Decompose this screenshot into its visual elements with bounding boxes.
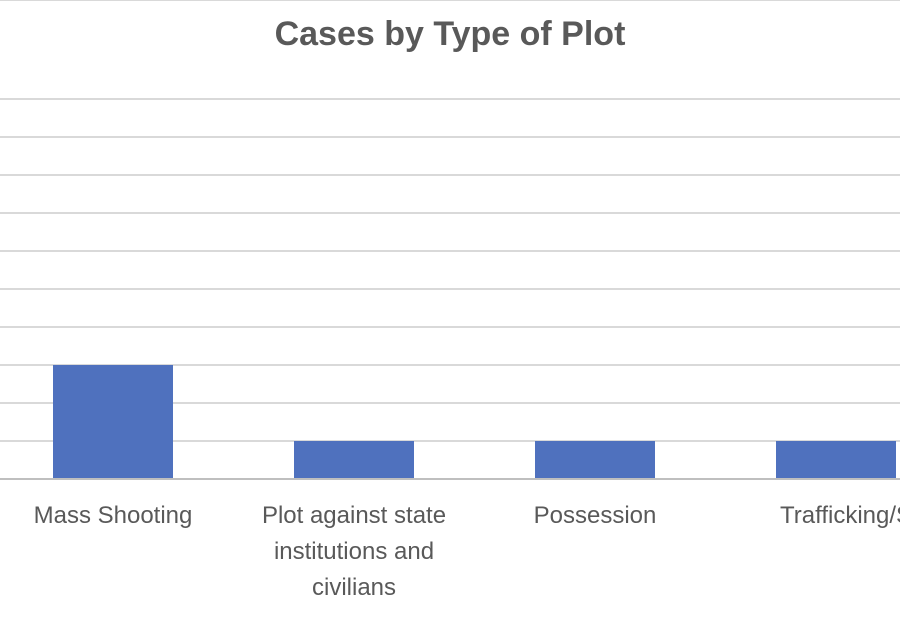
- bar: [53, 365, 173, 479]
- bars: [53, 365, 896, 479]
- category-label: Possession: [533, 502, 657, 529]
- bar: [535, 441, 655, 479]
- chart-title: Cases by Type of Plot: [274, 15, 626, 53]
- bar: [294, 441, 414, 479]
- category-label: Trafficking/Sel: [780, 502, 900, 529]
- category-label: Plot against state institutions and civi…: [261, 502, 447, 601]
- bar: [776, 441, 896, 479]
- category-label: Mass Shooting: [33, 502, 193, 529]
